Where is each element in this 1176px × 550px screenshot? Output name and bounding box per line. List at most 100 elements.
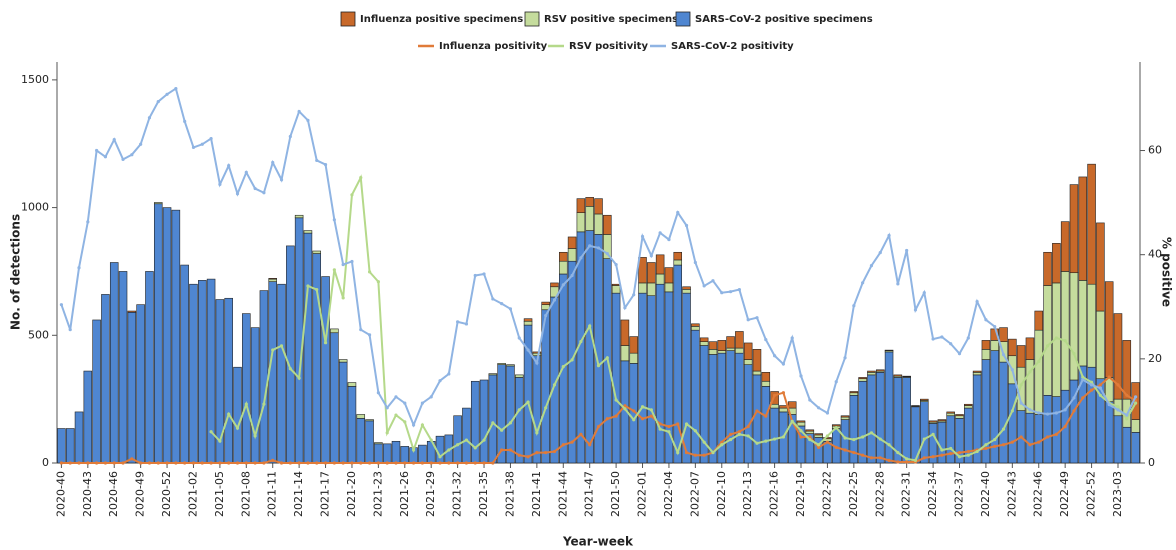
bar-segment xyxy=(136,304,145,464)
line-point xyxy=(790,336,794,340)
x-tick-label: 2022-43 xyxy=(1005,471,1018,517)
line-point xyxy=(975,449,979,454)
line-point xyxy=(473,461,477,465)
bar-segment xyxy=(101,294,110,464)
line-point xyxy=(1054,411,1058,415)
line-point xyxy=(288,367,292,371)
line-point xyxy=(1037,440,1041,444)
bar-segment xyxy=(1043,395,1052,464)
line-point xyxy=(808,398,812,402)
bar-segment xyxy=(559,251,568,262)
bar-segment xyxy=(726,336,735,349)
bar-segment xyxy=(920,401,929,464)
bar-segment xyxy=(981,340,991,350)
bar-segment xyxy=(224,297,233,464)
line-point xyxy=(121,157,125,161)
bar-segment xyxy=(796,420,806,423)
line-point xyxy=(103,461,108,465)
line-point xyxy=(640,234,645,239)
bar-segment xyxy=(867,374,876,464)
line-point xyxy=(1089,383,1094,387)
line-point xyxy=(367,270,372,274)
line-point xyxy=(790,419,794,423)
line-point xyxy=(1054,336,1058,340)
bar-segment xyxy=(153,203,163,464)
y2-tick-label: 40 xyxy=(1148,248,1162,261)
line-point xyxy=(235,192,240,196)
x-tick-label: 2022-19 xyxy=(794,471,807,517)
line-point xyxy=(913,458,918,462)
line-point xyxy=(350,259,354,264)
line-point xyxy=(1045,435,1050,439)
line-point xyxy=(473,446,477,450)
bar-segment xyxy=(1025,412,1035,464)
line-point xyxy=(121,461,125,465)
bar-segment xyxy=(1096,310,1105,380)
line-point xyxy=(1010,440,1014,444)
line-point xyxy=(561,283,565,287)
bar-segment xyxy=(514,377,524,464)
line-point xyxy=(843,356,847,360)
bar-segment xyxy=(964,403,973,406)
bar-segment xyxy=(911,405,920,407)
bar-segment xyxy=(65,428,75,464)
line-point xyxy=(130,153,134,157)
bar-segment xyxy=(585,206,594,231)
bar-segment xyxy=(1096,222,1105,312)
line-point xyxy=(746,318,750,322)
line-point xyxy=(614,262,618,267)
line-point xyxy=(1116,405,1120,409)
line-point xyxy=(1081,378,1085,382)
line-point xyxy=(596,246,601,250)
line-point xyxy=(68,461,72,465)
line-point xyxy=(359,176,363,180)
line-point xyxy=(491,421,495,425)
line-point xyxy=(658,231,662,235)
line-point xyxy=(799,435,803,439)
line-point xyxy=(262,402,266,406)
x-tick-label: 2021-38 xyxy=(503,471,516,517)
line-point xyxy=(728,290,733,294)
line-point xyxy=(764,337,768,342)
bar-segment xyxy=(893,374,903,377)
line-point xyxy=(200,142,204,146)
bar-segment xyxy=(814,433,823,436)
line-point xyxy=(191,461,196,465)
line-point xyxy=(288,134,292,139)
bar-segment xyxy=(347,386,357,464)
line-point xyxy=(570,273,574,278)
line-point xyxy=(667,424,671,429)
line-point xyxy=(552,449,557,454)
line-point xyxy=(684,450,689,455)
bar-segment xyxy=(550,282,559,288)
line-point xyxy=(332,218,336,222)
line-point xyxy=(702,453,706,457)
line-point xyxy=(165,92,169,96)
x-tick-label: 2021-32 xyxy=(451,471,464,517)
line-point xyxy=(95,461,99,465)
bar-segment xyxy=(629,352,638,364)
line-point xyxy=(817,443,821,447)
line-point xyxy=(684,223,689,228)
bar-segment xyxy=(999,361,1008,464)
line-point xyxy=(570,440,574,444)
line-point xyxy=(235,426,240,430)
x-tick-label: 2021-17 xyxy=(319,471,332,517)
line-point xyxy=(1037,411,1041,415)
bar-segment xyxy=(796,421,806,427)
line-point xyxy=(1028,443,1032,447)
x-tick-label: 2020-40 xyxy=(54,471,67,517)
line-point xyxy=(332,268,336,272)
line-point xyxy=(746,424,750,429)
line-point xyxy=(676,450,680,455)
line-point xyxy=(588,443,592,447)
bar-segment xyxy=(743,359,753,365)
bar-segment xyxy=(523,320,533,326)
line-point xyxy=(772,393,777,397)
bar-segment xyxy=(488,374,498,464)
line-point xyxy=(808,437,812,442)
line-point xyxy=(649,254,653,258)
legend-swatch xyxy=(675,11,691,27)
line-point xyxy=(1063,339,1067,343)
line-point xyxy=(561,443,565,447)
